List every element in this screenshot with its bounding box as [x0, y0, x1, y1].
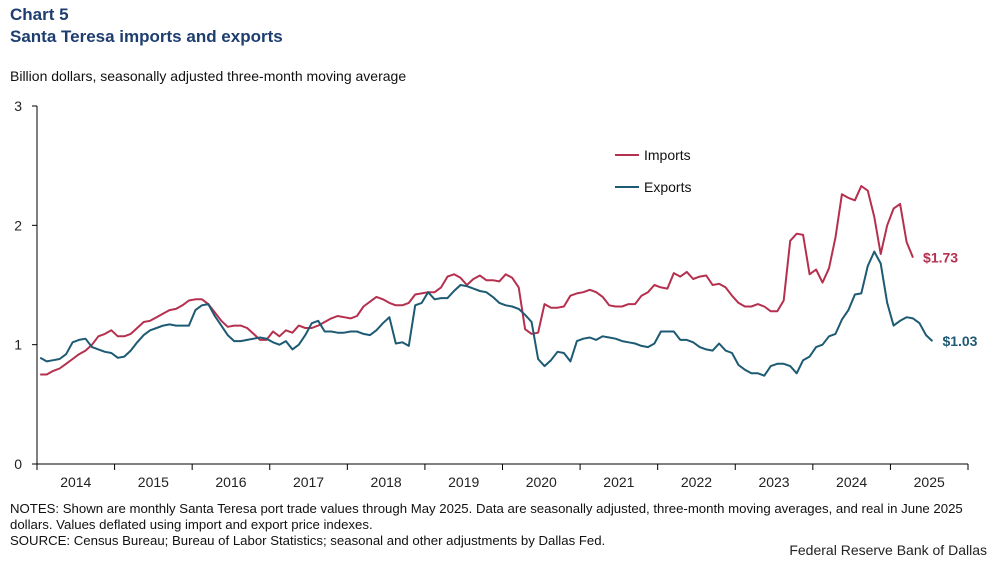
series-line-imports — [40, 185, 914, 376]
x-tick-label: 2021 — [603, 474, 634, 490]
chart-subtitle: Billion dollars, seasonally adjusted thr… — [10, 68, 407, 84]
y-tick-label: 3 — [14, 98, 22, 114]
x-tick-label: 2018 — [371, 474, 402, 490]
x-tick-label: 2024 — [836, 474, 867, 490]
x-tick-label: 2017 — [293, 474, 324, 490]
x-tick-label: 2016 — [215, 474, 246, 490]
x-tick-label: 2022 — [681, 474, 712, 490]
series-line-exports — [39, 250, 934, 377]
x-tick-label: 2020 — [526, 474, 557, 490]
y-tick-label: 2 — [14, 217, 22, 233]
y-tick-label: 1 — [14, 337, 22, 353]
x-tick-label: 2023 — [758, 474, 789, 490]
x-tick-label: 2019 — [448, 474, 479, 490]
chart-credit: Federal Reserve Bank of Dallas — [789, 542, 987, 558]
y-tick-label: 0 — [14, 456, 22, 472]
chart-title: Santa Teresa imports and exports — [10, 27, 283, 46]
chart-number: Chart 5 — [10, 5, 69, 24]
end-label-exports: $1.03 — [942, 333, 977, 349]
chart-source: SOURCE: Census Bureau; Bureau of Labor S… — [10, 533, 606, 548]
legend-label-imports: Imports — [644, 147, 691, 163]
end-label-imports: $1.73 — [923, 250, 958, 266]
x-tick-label: 2015 — [138, 474, 169, 490]
legend-label-exports: Exports — [644, 179, 691, 195]
chart-notes: NOTES: Shown are monthly Santa Teresa po… — [10, 501, 963, 532]
x-tick-label: 2025 — [914, 474, 945, 490]
line-chart: 0 1 2 3 2014 2015 2016 2017 2018 2019 2020 2021 2022… — [14, 98, 977, 490]
x-tick-label: 2014 — [60, 474, 91, 490]
